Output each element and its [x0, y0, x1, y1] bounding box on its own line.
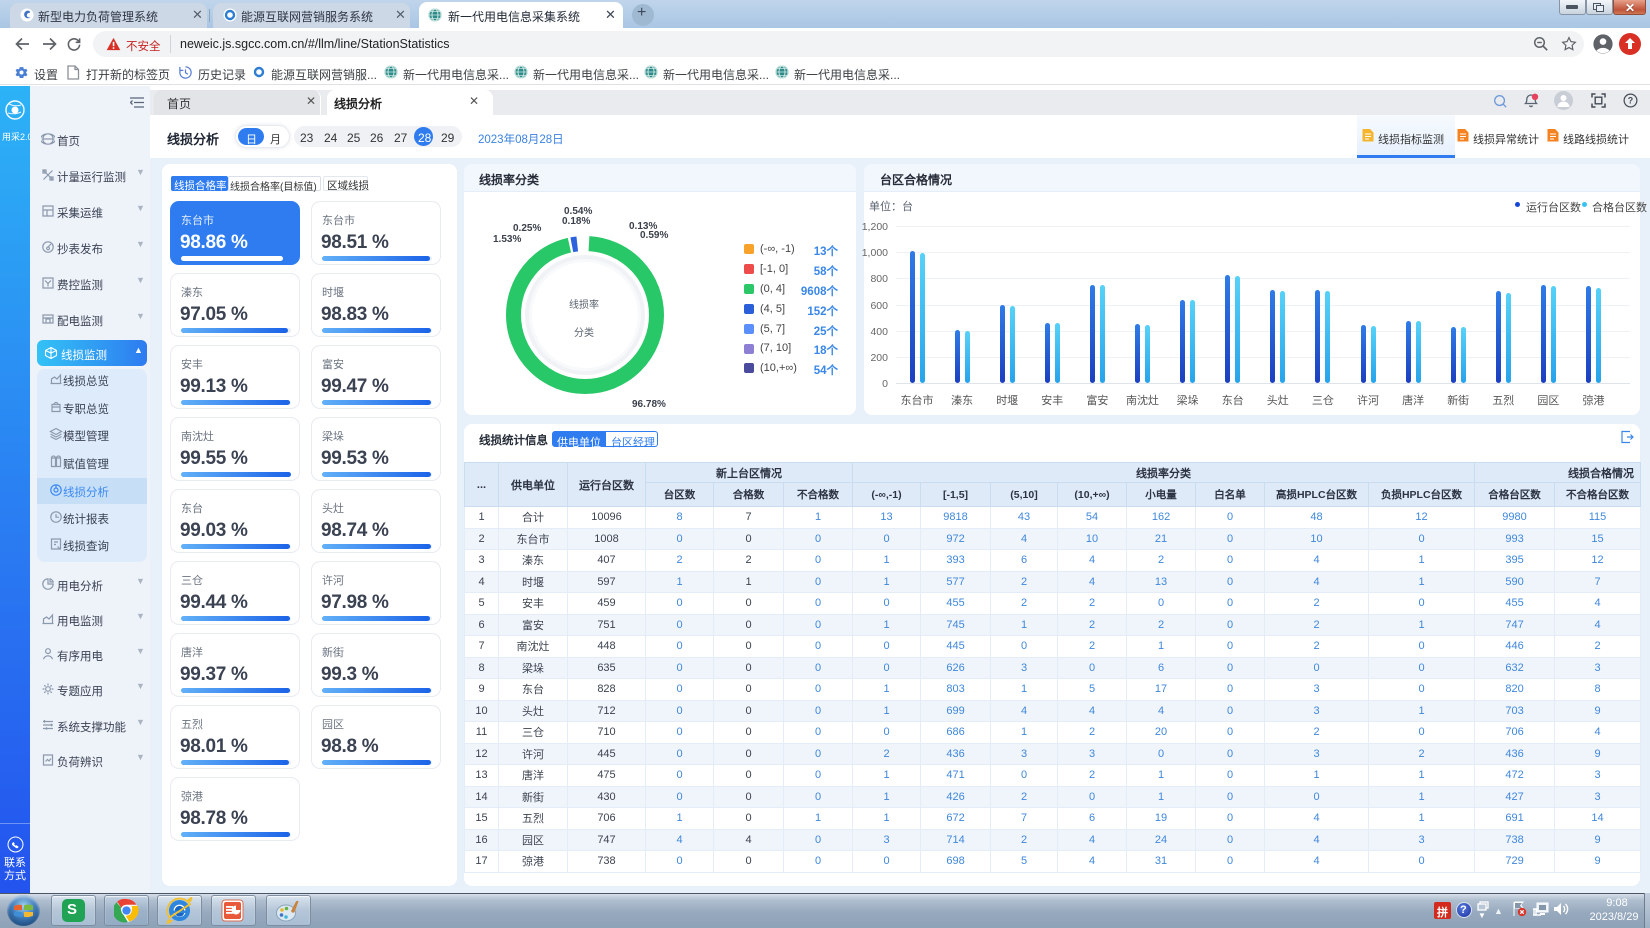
- svg-text:?: ?: [1628, 96, 1633, 106]
